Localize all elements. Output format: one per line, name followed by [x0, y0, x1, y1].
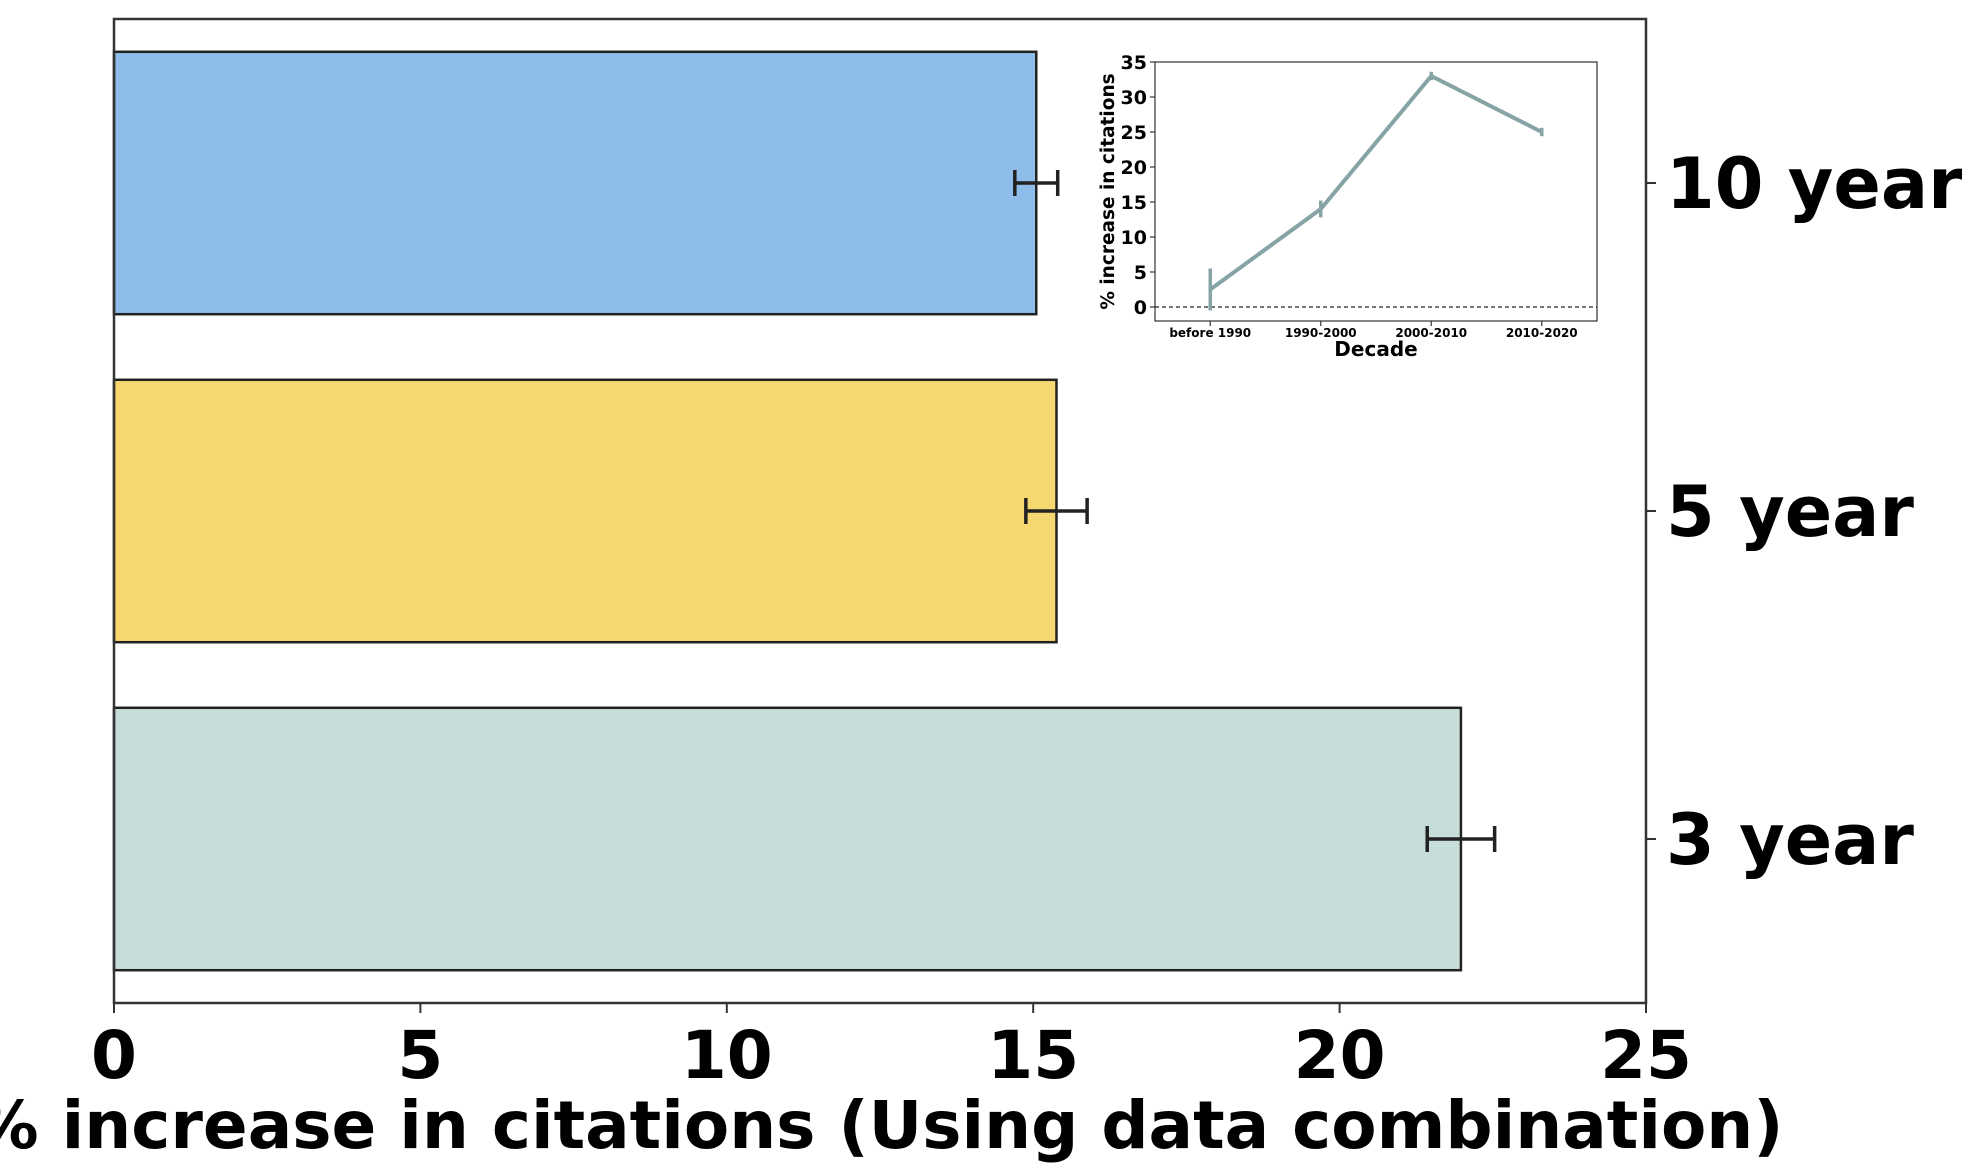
- inset-y-tick-label: 15: [1121, 192, 1147, 214]
- y-tick-label: 5 year: [1666, 471, 1914, 553]
- y-tick-label: 10 year: [1666, 143, 1962, 225]
- x-tick-label: 10: [681, 1017, 773, 1094]
- x-tick-label: 5: [397, 1017, 443, 1094]
- inset-y-tick-label: 25: [1121, 122, 1147, 144]
- inset-x-tick-label: 2010-2020: [1506, 326, 1578, 340]
- inset-y-tick-label: 30: [1121, 87, 1147, 109]
- inset-series-line: [1209, 73, 1543, 292]
- inset-y-tick-label: 5: [1134, 262, 1147, 284]
- inset-y-tick-label: 35: [1121, 52, 1147, 74]
- inset-x-axis-label: Decade: [1334, 337, 1417, 361]
- inset-y-tick-label: 20: [1121, 157, 1147, 179]
- inset-x-tick-label: 2000-2010: [1395, 326, 1467, 340]
- y-tick-label: 3 year: [1666, 799, 1914, 881]
- bar: [112, 706, 1463, 972]
- inset-line-chart: 0 5 10 15 20 25 30 35 before 1990 1990-2000 2000-2…: [1098, 52, 1598, 361]
- plot-frame: [112, 17, 1648, 1005]
- x-axis-label: % increase in citations (Using data comb…: [0, 1087, 1783, 1164]
- inset-x-tick-label: before 1990: [1169, 326, 1251, 340]
- inset-x-tick-label: 1990-2000: [1285, 326, 1357, 340]
- bar: [112, 50, 1038, 316]
- x-tick-label: 15: [987, 1017, 1079, 1094]
- bar: [112, 378, 1058, 644]
- inset-y-axis-label: % increase in citations: [1098, 73, 1119, 309]
- x-tick-label: 20: [1294, 1017, 1386, 1094]
- inset-y-tick-label: 0: [1134, 297, 1147, 319]
- x-tick-label: 25: [1600, 1017, 1692, 1094]
- x-tick-label: 0: [91, 1017, 137, 1094]
- inset-y-tick-label: 10: [1121, 227, 1147, 249]
